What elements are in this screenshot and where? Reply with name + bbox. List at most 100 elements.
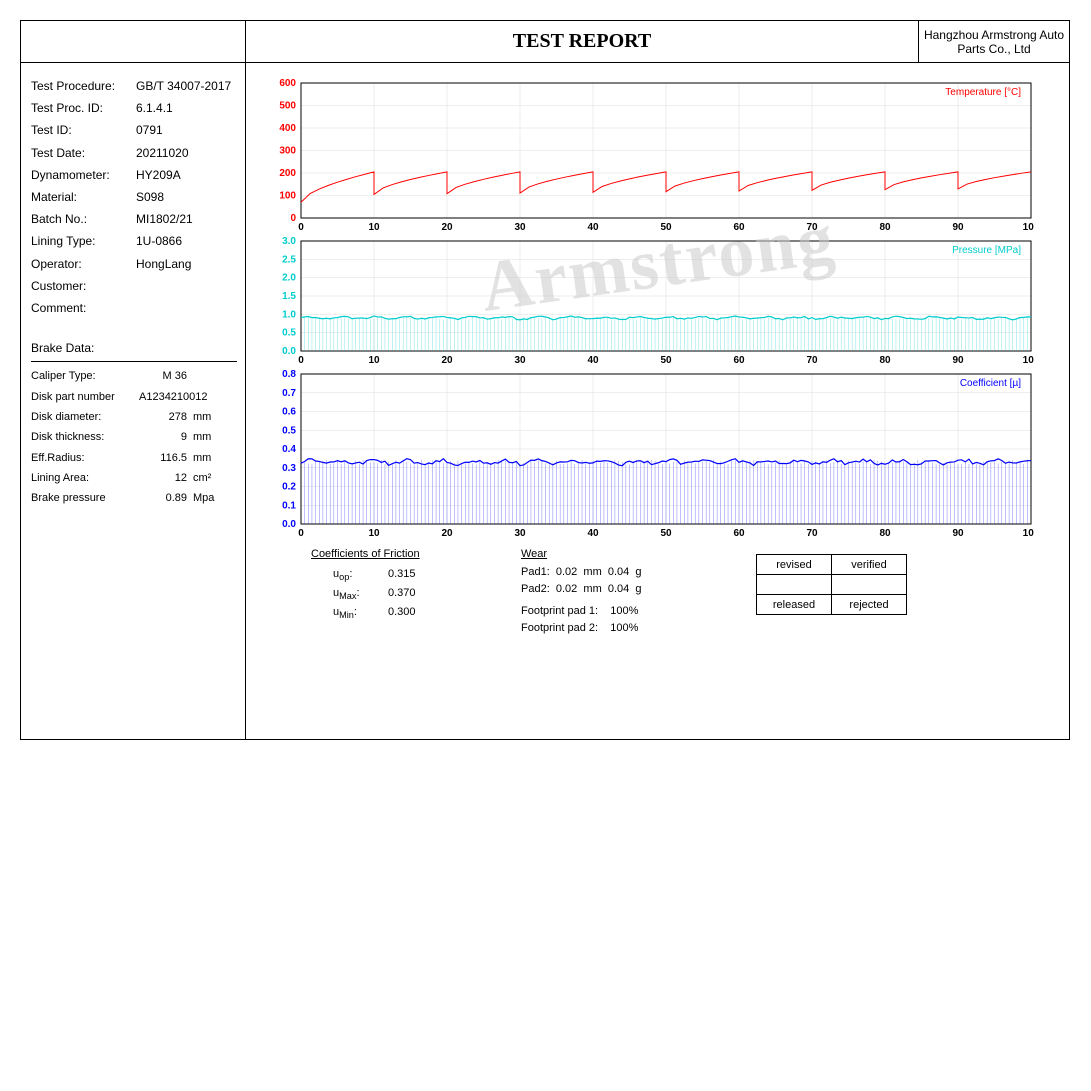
- brake-label: Disk thickness:: [31, 427, 139, 447]
- svg-text:2.0: 2.0: [282, 273, 296, 284]
- svg-text:400: 400: [279, 123, 296, 134]
- info-row: Operator:HongLang: [31, 253, 237, 275]
- info-label: Comment:: [31, 297, 136, 319]
- charts-panel: Armstrong 010020030040050060001020304050…: [246, 63, 1069, 739]
- wear-label: Pad2:: [521, 583, 550, 595]
- wear-mm: 0.02: [556, 583, 577, 595]
- info-value: HongLang: [136, 253, 237, 275]
- brake-label: Caliper Type:: [31, 366, 139, 386]
- brake-label: Disk part number: [31, 387, 139, 407]
- svg-text:3.0: 3.0: [282, 236, 296, 247]
- wear-block: Wear Pad1: 0.02 mm 0.04 gPad2: 0.02 mm 0…: [521, 548, 756, 636]
- info-label: Batch No.:: [31, 208, 136, 230]
- brake-value: 116.5: [139, 448, 187, 468]
- brake-value: M 36: [139, 366, 187, 386]
- wear-mm: 0.02: [556, 566, 577, 578]
- footprint-label: Footprint pad 2:: [521, 622, 598, 634]
- svg-text:0: 0: [298, 355, 304, 366]
- info-value: S098: [136, 186, 237, 208]
- info-label: Lining Type:: [31, 230, 136, 252]
- info-label: Dynamometer:: [31, 164, 136, 186]
- svg-text:0: 0: [298, 222, 304, 233]
- brake-row: Eff.Radius:116.5mm: [31, 448, 237, 468]
- info-label: Customer:: [31, 275, 136, 297]
- brake-value: 9: [139, 427, 187, 447]
- svg-text:500: 500: [279, 101, 296, 112]
- info-row: Lining Type:1U-0866: [31, 230, 237, 252]
- svg-text:Temperature [°C]: Temperature [°C]: [945, 87, 1021, 98]
- svg-text:0.7: 0.7: [282, 388, 296, 399]
- info-row: Comment:: [31, 297, 237, 319]
- info-label: Test ID:: [31, 119, 136, 141]
- info-label: Material:: [31, 186, 136, 208]
- svg-text:90: 90: [952, 355, 964, 366]
- svg-text:10: 10: [368, 528, 380, 539]
- svg-text:40: 40: [587, 222, 599, 233]
- info-row: Test Proc. ID:6.1.4.1: [31, 97, 237, 119]
- wear-row: Pad1: 0.02 mm 0.04 g: [521, 564, 756, 581]
- review-table-block: revisedverified releasedrejected: [756, 548, 907, 636]
- svg-text:0.0: 0.0: [282, 346, 296, 357]
- info-row: Test ID:0791: [31, 119, 237, 141]
- svg-text:70: 70: [806, 355, 818, 366]
- info-value: 0791: [136, 119, 237, 141]
- svg-text:80: 80: [879, 528, 891, 539]
- svg-text:100: 100: [1023, 355, 1034, 366]
- brake-label: Brake pressure: [31, 488, 139, 508]
- footprint-value: 100%: [610, 622, 638, 634]
- friction-block: Coefficients of Friction uop:0.315uMax:0…: [311, 548, 521, 636]
- rv-rejected: rejected: [832, 595, 907, 615]
- friction-label: uMax:: [333, 585, 388, 604]
- svg-text:70: 70: [806, 222, 818, 233]
- brake-row: Disk diameter:278mm: [31, 407, 237, 427]
- info-label: Test Date:: [31, 142, 136, 164]
- temperature-chart: 0100200300400500600010203040506070809010…: [261, 78, 1034, 233]
- friction-value: 0.315: [388, 566, 416, 585]
- svg-text:90: 90: [952, 528, 964, 539]
- brake-row: Disk part numberA1234210012: [31, 387, 237, 407]
- coefficient-chart: 0.00.10.20.30.40.50.60.70.80102030405060…: [261, 369, 1034, 539]
- svg-text:30: 30: [514, 528, 526, 539]
- info-value: MI1802/21: [136, 208, 237, 230]
- brake-label: Disk diameter:: [31, 407, 139, 427]
- friction-value: 0.300: [388, 604, 416, 623]
- svg-text:0.5: 0.5: [282, 328, 296, 339]
- brake-unit: mm: [187, 448, 217, 468]
- svg-text:10: 10: [368, 355, 380, 366]
- svg-text:20: 20: [441, 528, 453, 539]
- svg-text:80: 80: [879, 222, 891, 233]
- info-label: Test Procedure:: [31, 75, 136, 97]
- svg-text:20: 20: [441, 222, 453, 233]
- pressure-chart: 0.00.51.01.52.02.53.00102030405060708090…: [261, 236, 1034, 366]
- svg-text:200: 200: [279, 168, 296, 179]
- info-value: [136, 275, 237, 297]
- brake-value: 278: [139, 407, 187, 427]
- brake-row: Brake pressure0.89Mpa: [31, 488, 237, 508]
- svg-text:300: 300: [279, 146, 296, 157]
- info-panel: Test Procedure:GB/T 34007-2017Test Proc.…: [21, 63, 246, 739]
- svg-text:80: 80: [879, 355, 891, 366]
- svg-text:40: 40: [587, 355, 599, 366]
- svg-text:30: 30: [514, 355, 526, 366]
- info-row: Material:S098: [31, 186, 237, 208]
- svg-text:0.4: 0.4: [282, 444, 296, 455]
- rv-verified: verified: [832, 555, 907, 575]
- svg-text:Pressure [MPa]: Pressure [MPa]: [952, 245, 1021, 256]
- info-value: [136, 297, 237, 319]
- rv-released: released: [757, 595, 832, 615]
- svg-text:60: 60: [733, 528, 745, 539]
- info-value: HY209A: [136, 164, 237, 186]
- wear-row: Pad2: 0.02 mm 0.04 g: [521, 581, 756, 598]
- svg-text:100: 100: [1023, 222, 1034, 233]
- svg-text:20: 20: [441, 355, 453, 366]
- svg-text:0.5: 0.5: [282, 425, 296, 436]
- svg-text:60: 60: [733, 355, 745, 366]
- svg-text:10: 10: [368, 222, 380, 233]
- review-table: revisedverified releasedrejected: [756, 554, 907, 615]
- friction-label: uop:: [333, 566, 388, 585]
- svg-text:0.6: 0.6: [282, 407, 296, 418]
- brake-label: Lining Area:: [31, 468, 139, 488]
- info-row: Dynamometer:HY209A: [31, 164, 237, 186]
- rv-empty2: [832, 575, 907, 595]
- brake-unit: mm: [187, 407, 217, 427]
